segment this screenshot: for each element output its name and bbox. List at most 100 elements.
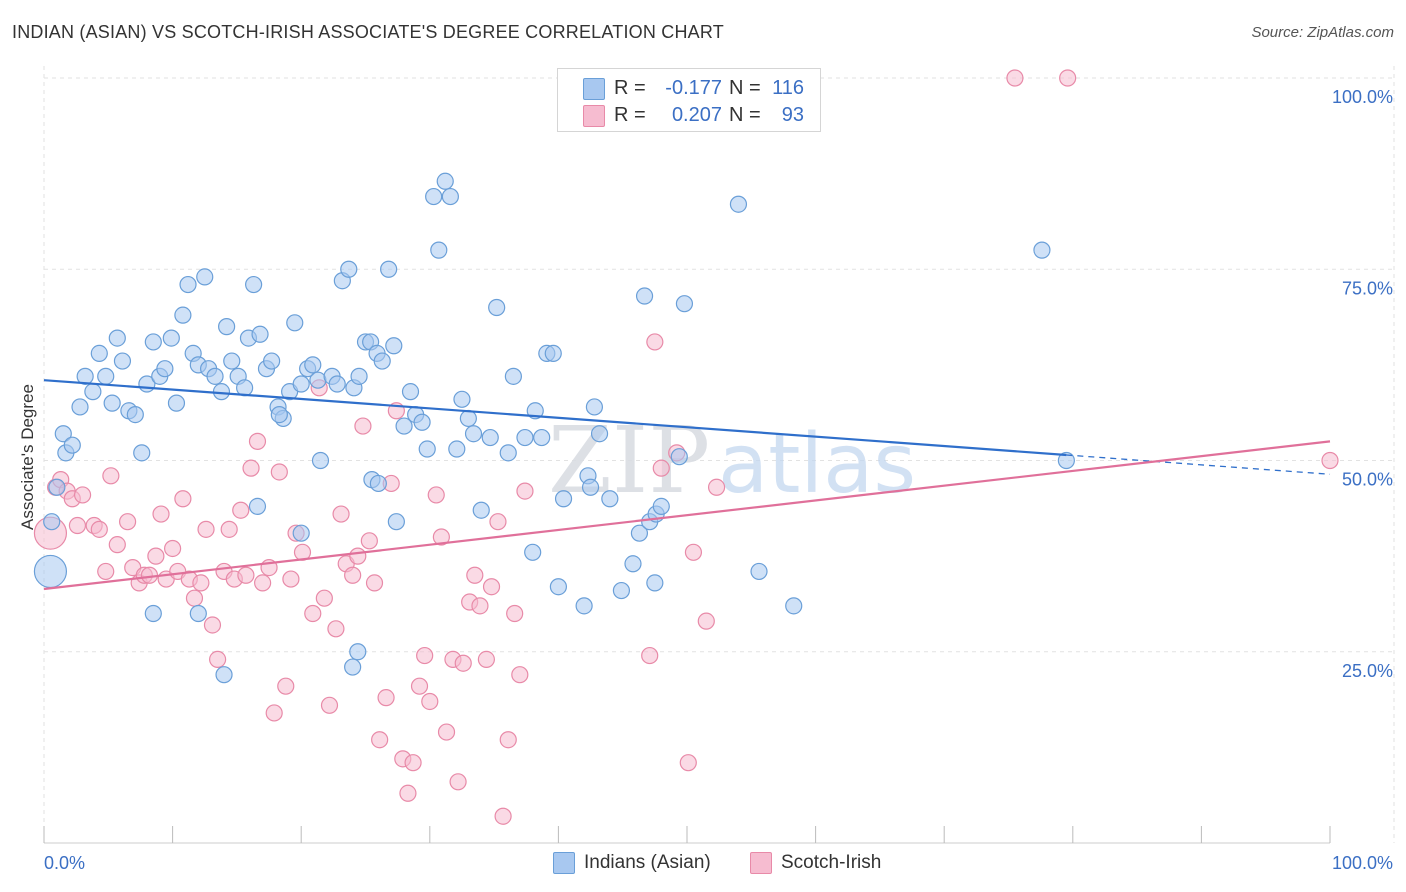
scotch-irish-trend-line bbox=[43, 440, 1331, 591]
scotch-irish-point bbox=[494, 807, 512, 825]
scotch-irish-point bbox=[466, 566, 484, 584]
scotch-irish-point bbox=[152, 505, 170, 523]
scotch-irish-point bbox=[449, 773, 467, 791]
indians-asian-point bbox=[43, 513, 61, 531]
indians-asian-point bbox=[270, 406, 288, 424]
indians-asian-point bbox=[472, 501, 490, 519]
indians-asian-point bbox=[630, 524, 649, 542]
scotch-irish-point bbox=[511, 666, 529, 684]
y-axis-tick-labels: 25.0% 50.0% 75.0% 100.0% bbox=[1332, 87, 1393, 681]
indians-asian-point bbox=[263, 352, 281, 370]
scotch-irish-point bbox=[320, 696, 339, 714]
indians-asian-point bbox=[369, 474, 387, 493]
scotch-irish-point bbox=[349, 547, 367, 565]
x-axis-ticks bbox=[43, 826, 1331, 843]
indians-asian-point bbox=[499, 444, 517, 462]
indians-asian-points bbox=[33, 172, 1075, 684]
indians-asian-point bbox=[218, 318, 236, 336]
scotch-irish-point bbox=[304, 604, 322, 623]
scotch-irish-point bbox=[192, 574, 210, 592]
indians-asian-point bbox=[652, 497, 670, 515]
scotch-irish-point bbox=[697, 612, 715, 630]
legend-label-scotch-irish: Scotch-Irish bbox=[781, 852, 882, 873]
scotch-irish-point bbox=[147, 547, 165, 565]
scotch-irish-point bbox=[404, 754, 422, 772]
indians-asian-point bbox=[133, 444, 151, 462]
indians-asian-point bbox=[292, 375, 310, 393]
scotch-irish-point bbox=[332, 505, 350, 523]
scotch-irish-point bbox=[232, 501, 250, 519]
indians-asian-point bbox=[344, 658, 362, 676]
scotch-irish-point bbox=[707, 478, 726, 496]
indians-asian-point bbox=[167, 394, 186, 412]
indians-asian-point bbox=[385, 337, 403, 355]
scotch-irish-point bbox=[254, 574, 272, 592]
indians-asian-point bbox=[162, 329, 180, 347]
indians-asian-point bbox=[612, 581, 631, 600]
indians-asian-point bbox=[459, 409, 477, 428]
x-tick-label-max: 100.0% bbox=[1332, 853, 1393, 873]
scotch-irish-point bbox=[641, 646, 659, 665]
indians-asian-point bbox=[533, 428, 551, 447]
legend-swatch-indians bbox=[553, 852, 575, 874]
n-value: 116 bbox=[772, 77, 804, 99]
scotch-irish-point bbox=[679, 754, 697, 772]
indians-asian-point bbox=[309, 371, 327, 389]
indians-asian-point bbox=[108, 329, 126, 347]
scotch-irish-point bbox=[365, 574, 384, 592]
scotch-irish-point bbox=[118, 513, 137, 531]
indians-asian-point bbox=[349, 643, 367, 661]
y-tick-label: 25.0% bbox=[1342, 661, 1393, 681]
indians-asian-point bbox=[103, 394, 121, 412]
y-tick-label: 75.0% bbox=[1342, 278, 1393, 298]
scotch-irish-point bbox=[97, 562, 115, 581]
scotch-irish-point bbox=[471, 597, 489, 615]
indians-asian-point bbox=[311, 451, 330, 470]
scotch-irish-point bbox=[102, 467, 120, 485]
indians-asian-point bbox=[488, 298, 506, 317]
scotch-irish-point bbox=[646, 333, 664, 351]
scotch-irish-point bbox=[185, 589, 204, 607]
scotch-irish-point bbox=[482, 578, 501, 596]
indians-asian-point bbox=[590, 425, 609, 443]
scotch-irish-point bbox=[174, 490, 192, 508]
indians-asian-point bbox=[387, 513, 405, 531]
indians-asian-point bbox=[286, 314, 304, 332]
r-value: 0.207 bbox=[671, 104, 722, 126]
indians-asian-point bbox=[48, 478, 66, 496]
scotch-irish-point bbox=[237, 566, 255, 584]
indians-asian-point bbox=[223, 352, 241, 370]
scotch-irish-point bbox=[1059, 69, 1077, 87]
scotch-irish-point bbox=[164, 539, 182, 558]
scotch-irish-point bbox=[427, 486, 445, 504]
legend-label-indians: Indians (Asian) bbox=[584, 852, 711, 873]
indians-asian-point bbox=[248, 497, 267, 515]
indians-asian-point bbox=[464, 425, 483, 443]
scotch-irish-point bbox=[90, 520, 108, 538]
trend-lines bbox=[43, 379, 1331, 591]
scotch-irish-point bbox=[499, 731, 517, 749]
scotch-irish-point bbox=[437, 723, 456, 741]
legend-swatch-scotch-irish bbox=[750, 852, 772, 874]
chart-title: INDIAN (ASIAN) VS SCOTCH-IRISH ASSOCIATE… bbox=[12, 22, 724, 42]
scotch-irish-point bbox=[421, 692, 439, 711]
scotch-irish-point bbox=[1321, 451, 1339, 470]
scotch-irish-point bbox=[432, 528, 450, 546]
indians-asian-point bbox=[646, 574, 664, 592]
indians-asian-point bbox=[97, 367, 115, 385]
scotch-irish-point bbox=[209, 650, 227, 669]
indians-asian-point bbox=[245, 275, 263, 294]
indians-asian-point bbox=[174, 306, 192, 324]
indians-asian-point bbox=[413, 413, 431, 431]
indians-asian-point bbox=[441, 187, 459, 206]
scotch-irish-point bbox=[652, 459, 670, 477]
indians-asian-point bbox=[729, 195, 748, 213]
indians-asian-point bbox=[54, 425, 72, 443]
indians-asian-point bbox=[1057, 451, 1075, 470]
scotch-irish-point bbox=[360, 532, 378, 550]
indians-asian-point bbox=[453, 390, 471, 408]
scotch-irish-point bbox=[270, 463, 288, 481]
scotch-irish-point bbox=[68, 516, 87, 535]
n-label: N = bbox=[729, 104, 761, 126]
scotch-irish-color-swatch bbox=[583, 105, 605, 127]
